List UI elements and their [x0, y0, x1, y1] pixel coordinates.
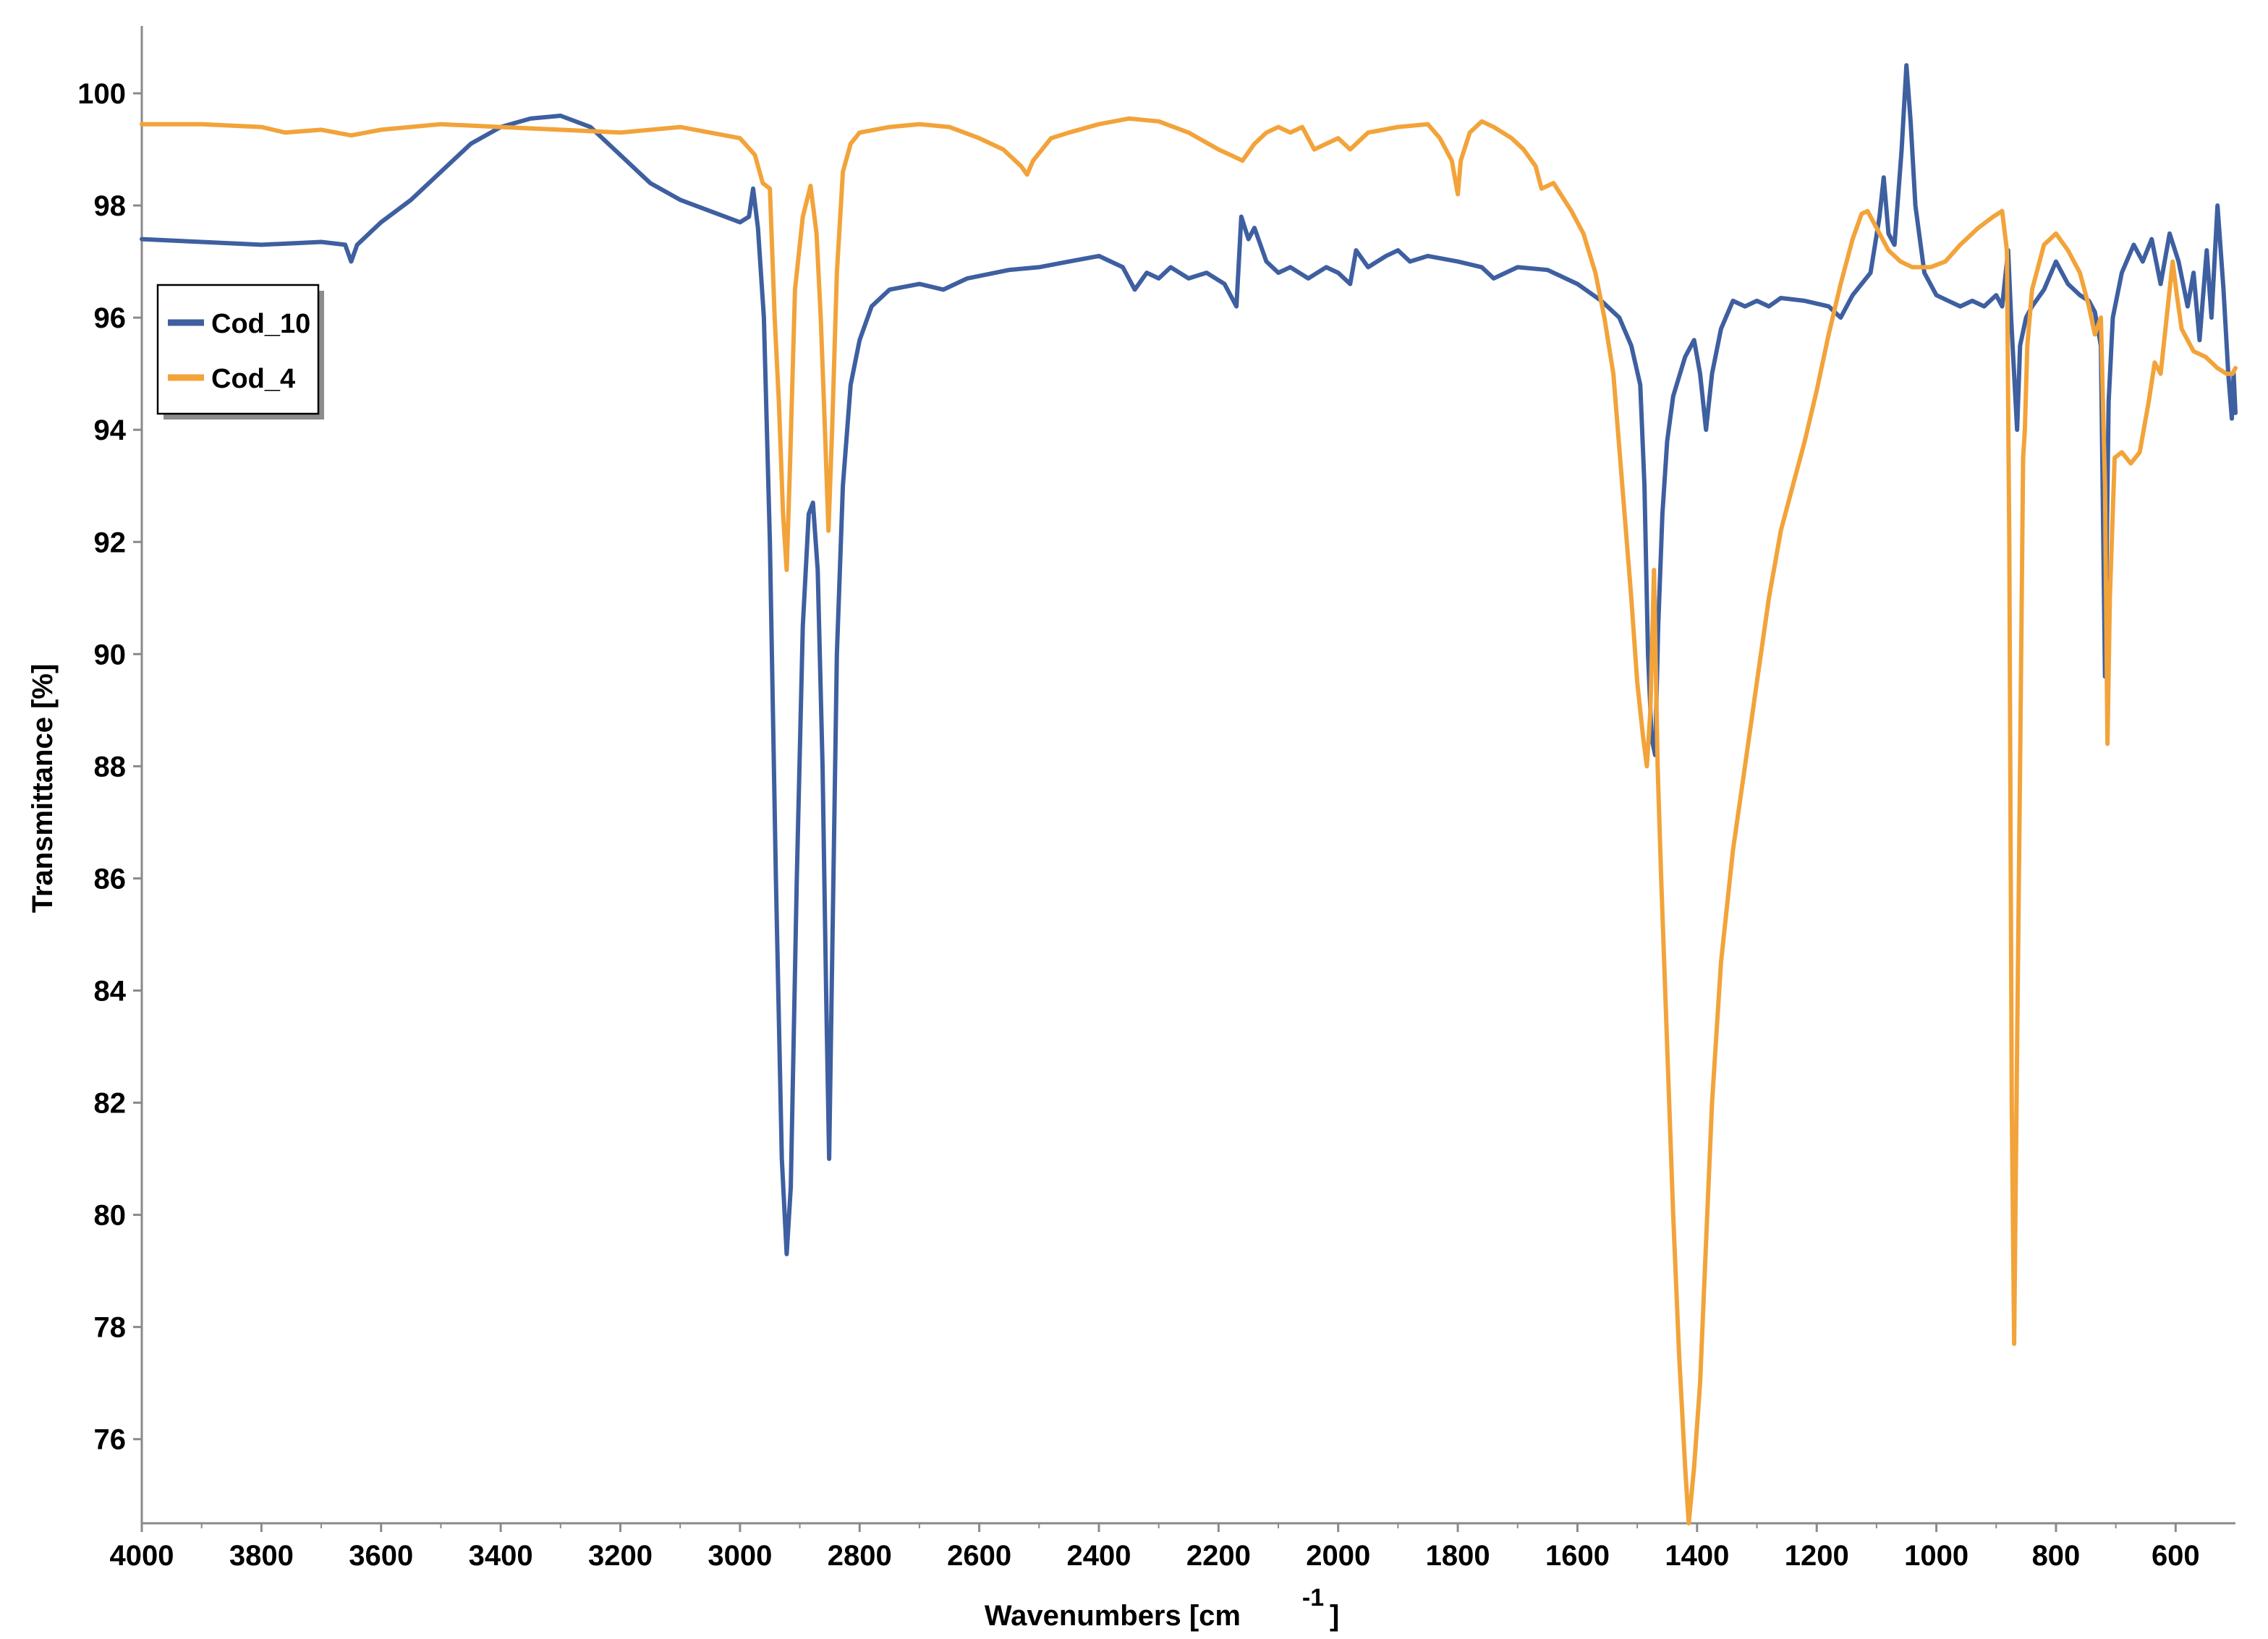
y-tick-label: 76	[94, 1424, 127, 1456]
legend-label-cod-4: Cod_4	[211, 364, 295, 394]
series-layer	[140, 63, 2238, 1525]
x-tick-label: 1200	[1785, 1540, 1849, 1572]
x-tick-label: 3000	[708, 1540, 772, 1572]
series-line-cod-4	[140, 116, 2238, 1525]
y-tick-label: 96	[94, 302, 127, 334]
x-tick-label: 2400	[1066, 1540, 1131, 1572]
y-tick-label: 92	[94, 527, 127, 558]
legend-label-cod-10: Cod_10	[211, 309, 310, 339]
x-tick-label: 2200	[1186, 1540, 1251, 1572]
x-ticks: 4000 3800 3600 3400 3200 3000 2800 2600 2400 2200…	[110, 1523, 2200, 1572]
y-tick-label: 94	[94, 414, 127, 446]
x-tick-label: 2800	[828, 1540, 892, 1572]
legend: Cod_10 Cod_4	[156, 284, 324, 420]
y-tick-label: 86	[94, 863, 127, 895]
x-tick-label: 800	[2032, 1540, 2081, 1572]
y-axis-title: Transmittance [%]	[27, 664, 59, 914]
y-tick-label: 80	[94, 1200, 127, 1232]
x-tick-label: 3400	[469, 1540, 533, 1572]
y-tick-label: 98	[94, 190, 127, 222]
x-tick-label: 1000	[1904, 1540, 1968, 1572]
x-tick-label: 4000	[110, 1540, 174, 1572]
y-tick-label: 78	[94, 1312, 127, 1344]
y-tick-label: 84	[94, 975, 127, 1007]
x-tick-label: 1400	[1665, 1540, 1729, 1572]
series-line-cod-10	[140, 63, 2238, 1256]
y-tick-label: 90	[94, 639, 127, 670]
x-tick-label: 1800	[1426, 1540, 1490, 1572]
x-tick-label: 2600	[947, 1540, 1011, 1572]
x-tick-label: 3200	[588, 1540, 653, 1572]
x-tick-label: 3600	[349, 1540, 413, 1572]
y-tick-label: 82	[94, 1088, 127, 1120]
axes	[140, 26, 2235, 1525]
x-axis-title-suffix: ]	[1330, 1600, 1339, 1632]
x-tick-label: 3800	[229, 1540, 294, 1572]
x-axis-title-superscript: -1	[1302, 1584, 1324, 1612]
y-tick-label: 100	[77, 78, 126, 110]
y-tick-label: 88	[94, 751, 127, 783]
x-tick-label: 600	[2152, 1540, 2200, 1572]
y-ticks: 76 78 80 82 84 86 88 90 92 94 96 98 100	[77, 78, 142, 1456]
legend-box	[156, 284, 320, 415]
x-axis-title: Wavenumbers [cm	[985, 1600, 1241, 1632]
x-tick-label: 1600	[1545, 1540, 1610, 1572]
x-tick-label: 2000	[1306, 1540, 1370, 1572]
